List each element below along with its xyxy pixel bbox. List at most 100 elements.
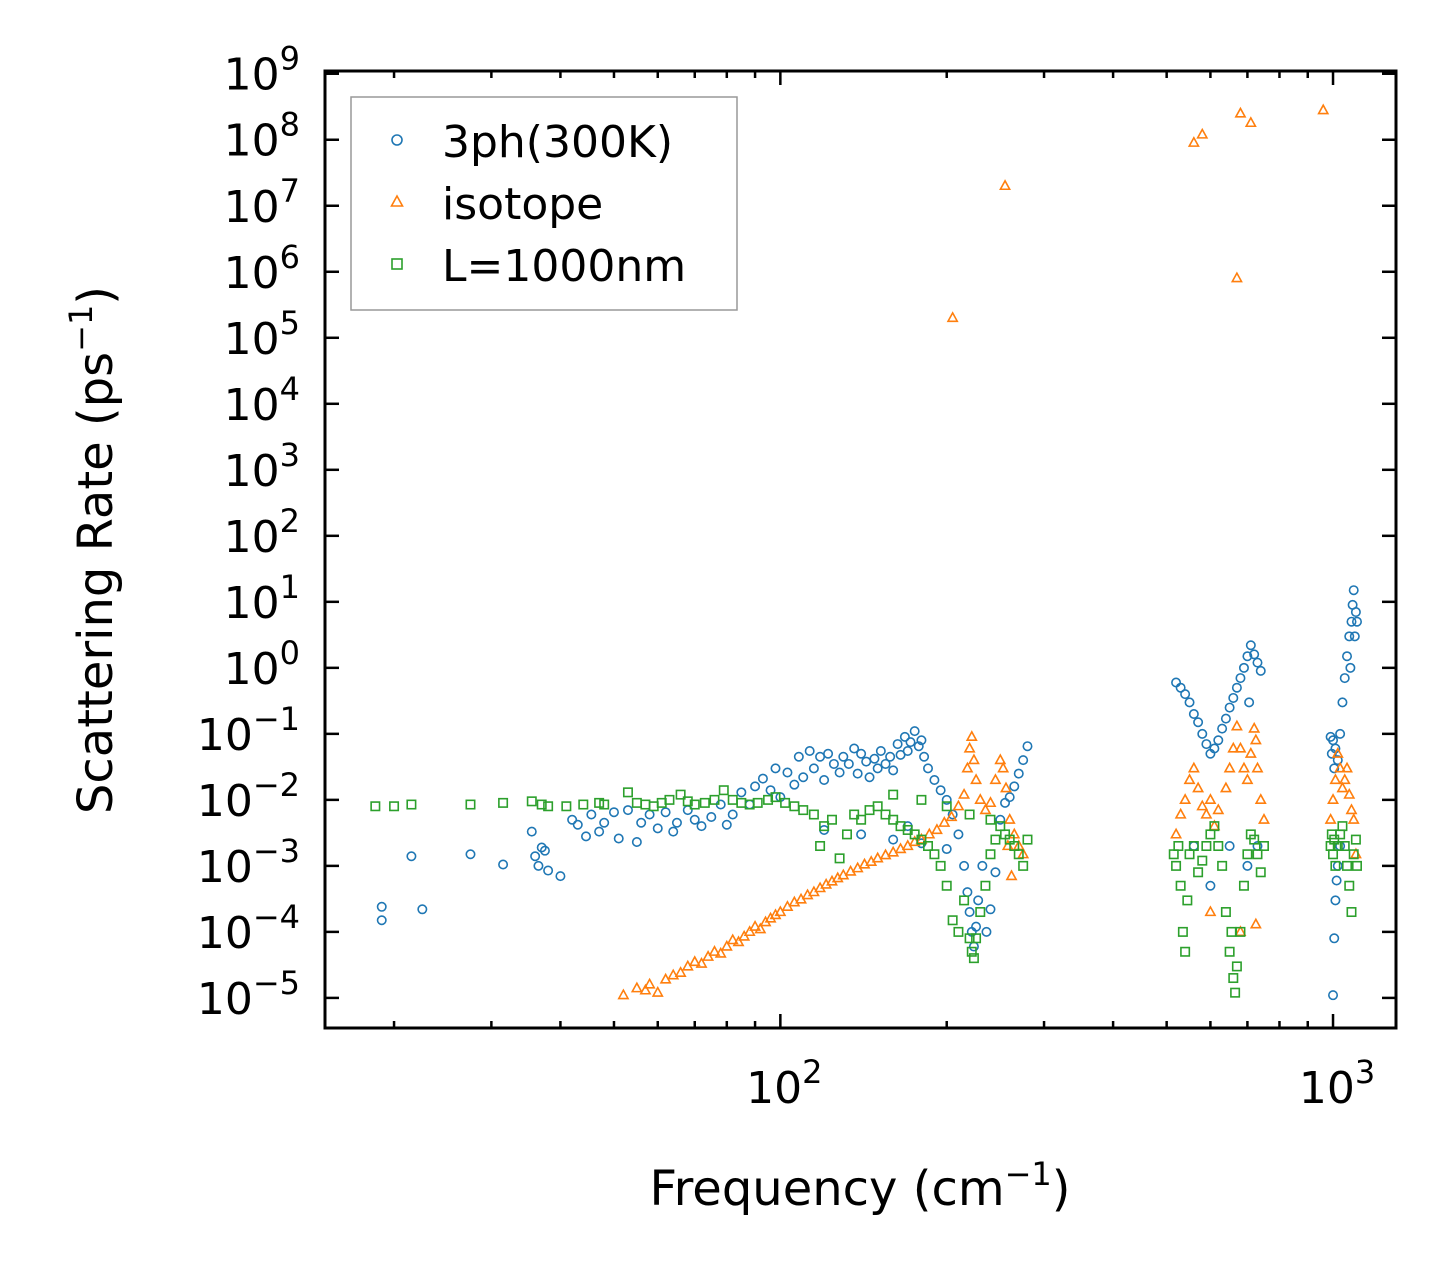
data-point xyxy=(1327,793,1339,805)
data-point xyxy=(885,751,896,762)
data-point xyxy=(1249,917,1262,929)
data-point xyxy=(856,748,867,759)
data-point xyxy=(720,939,733,951)
data-point xyxy=(1230,271,1243,283)
data-point xyxy=(864,772,875,783)
data-point xyxy=(498,797,509,808)
data-point xyxy=(994,753,1007,765)
data-point xyxy=(856,829,867,840)
data-point xyxy=(1334,761,1347,773)
data-point xyxy=(834,767,845,778)
data-point xyxy=(899,731,910,742)
data-point xyxy=(754,922,767,934)
data-point xyxy=(1331,747,1344,758)
data-point xyxy=(1349,631,1360,642)
data-point xyxy=(1339,673,1350,684)
data-point xyxy=(984,796,997,808)
data-point xyxy=(941,844,952,855)
data-point xyxy=(1328,990,1339,1001)
data-point xyxy=(905,737,916,748)
data-point xyxy=(981,926,992,937)
data-point xyxy=(406,851,417,862)
data-point xyxy=(1004,792,1015,803)
data-point xyxy=(1013,768,1024,779)
data-point xyxy=(764,911,777,923)
data-point xyxy=(958,787,971,799)
data-point xyxy=(617,988,630,1000)
data-point xyxy=(1343,787,1356,799)
data-point xyxy=(990,834,1001,845)
data-point xyxy=(1204,905,1217,917)
axis-ticks xyxy=(325,71,1396,1028)
data-point xyxy=(1241,773,1254,785)
legend-box xyxy=(350,96,738,311)
data-point xyxy=(879,848,892,860)
data-point xyxy=(1330,860,1341,871)
data-point xyxy=(1242,849,1253,860)
data-point xyxy=(572,819,583,830)
data-point xyxy=(376,901,387,912)
data-point xyxy=(1220,907,1231,918)
data-point xyxy=(1197,728,1208,739)
x-tick-label: 102 xyxy=(746,1053,822,1114)
data-point xyxy=(1217,860,1228,871)
data-point xyxy=(465,799,476,810)
data-point xyxy=(1196,799,1209,811)
data-point xyxy=(1350,607,1361,618)
data-point xyxy=(975,907,986,918)
series-boundary-points xyxy=(370,785,1362,998)
data-point xyxy=(1018,860,1029,871)
data-point xyxy=(880,758,891,769)
y-tick-label: 10−3 xyxy=(197,832,300,893)
data-point xyxy=(852,768,863,779)
data-point xyxy=(660,807,671,818)
data-point xyxy=(966,946,977,957)
data-point xyxy=(1180,946,1191,957)
data-point xyxy=(664,794,675,805)
series-3ph-points xyxy=(376,585,1362,1001)
legend-label-3ph: 3ph(300K) xyxy=(442,117,673,168)
data-point xyxy=(1213,841,1224,852)
series-isotope-points xyxy=(617,103,1362,1000)
data-point xyxy=(892,739,903,750)
data-point xyxy=(971,933,982,944)
data-point xyxy=(752,797,763,808)
data-point xyxy=(871,851,884,863)
data-point xyxy=(977,860,988,871)
legend-marker-icon xyxy=(390,194,404,207)
data-point xyxy=(945,810,958,822)
data-point xyxy=(594,797,605,808)
data-point xyxy=(1238,662,1249,673)
data-point xyxy=(1209,743,1220,754)
plot-frame xyxy=(323,69,1398,1030)
data-point xyxy=(643,977,656,989)
data-point xyxy=(1184,849,1195,860)
data-point xyxy=(798,805,809,816)
data-point xyxy=(1350,834,1361,845)
data-point xyxy=(1220,713,1231,724)
data-point xyxy=(1197,855,1208,866)
legend-label-boundary: L=1000nm xyxy=(442,241,686,292)
data-point xyxy=(1188,841,1199,852)
data-point xyxy=(980,880,991,891)
data-point xyxy=(675,789,686,800)
x-axis-title: Frequency (cm−1) xyxy=(649,1155,1070,1217)
data-point xyxy=(744,799,755,810)
data-point xyxy=(578,799,589,810)
data-point xyxy=(1213,735,1224,746)
data-point xyxy=(916,834,927,845)
data-point xyxy=(849,743,860,754)
data-point xyxy=(930,823,943,835)
data-point xyxy=(804,745,815,756)
data-point xyxy=(1201,841,1212,852)
data-point xyxy=(888,814,899,825)
data-point xyxy=(406,799,417,810)
data-point xyxy=(763,794,774,805)
data-point xyxy=(1204,793,1217,805)
data-point xyxy=(864,805,875,816)
data-point xyxy=(689,814,700,825)
data-point xyxy=(750,781,761,792)
data-point xyxy=(1344,631,1355,642)
data-point xyxy=(1179,793,1192,805)
y-tick-label: 101 xyxy=(224,568,300,629)
